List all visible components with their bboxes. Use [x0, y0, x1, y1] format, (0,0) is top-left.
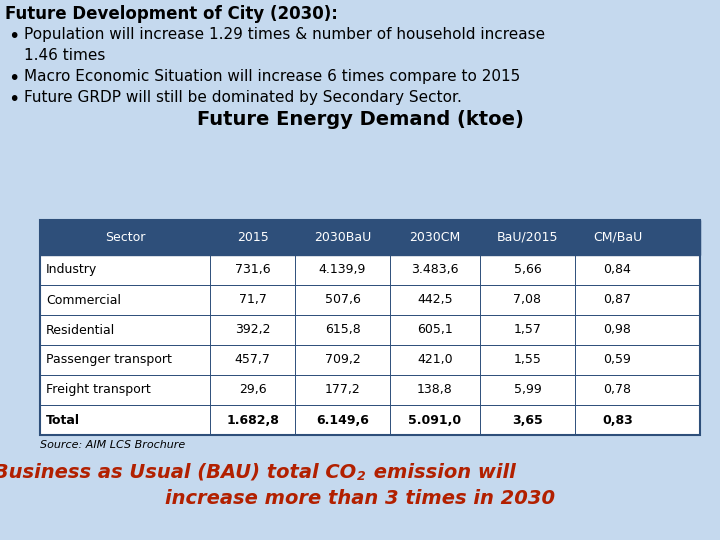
- Text: •: •: [8, 90, 19, 109]
- Bar: [40, 315, 700, 345]
- Text: •: •: [8, 27, 19, 46]
- Text: 1,57: 1,57: [513, 323, 541, 336]
- Text: Macro Economic Situation will increase 6 times compare to 2015: Macro Economic Situation will increase 6…: [24, 69, 521, 84]
- Text: Source: AIM LCS Brochure: Source: AIM LCS Brochure: [40, 440, 185, 450]
- Text: 507,6: 507,6: [325, 294, 361, 307]
- Text: 2030BaU: 2030BaU: [314, 231, 371, 244]
- Bar: [40, 405, 700, 435]
- Text: 138,8: 138,8: [417, 383, 453, 396]
- Text: 615,8: 615,8: [325, 323, 361, 336]
- Text: CM/BaU: CM/BaU: [593, 231, 642, 244]
- Text: increase more than 3 times in 2030: increase more than 3 times in 2030: [165, 489, 555, 508]
- Text: 7,08: 7,08: [513, 294, 541, 307]
- Text: emission will: emission will: [367, 462, 516, 482]
- Text: Freight transport: Freight transport: [46, 383, 150, 396]
- Text: 2030CM: 2030CM: [410, 231, 461, 244]
- Text: 1.46 times: 1.46 times: [24, 48, 105, 63]
- Bar: [40, 220, 700, 255]
- Text: Future Development of City (2030):: Future Development of City (2030):: [5, 5, 338, 23]
- Text: 457,7: 457,7: [235, 354, 271, 367]
- Text: 2015: 2015: [237, 231, 269, 244]
- Text: 6.149,6: 6.149,6: [316, 414, 369, 427]
- Text: 0,83: 0,83: [602, 414, 633, 427]
- Text: 29,6: 29,6: [239, 383, 266, 396]
- Text: 0,78: 0,78: [603, 383, 631, 396]
- Text: 0,84: 0,84: [603, 264, 631, 276]
- Text: Commercial: Commercial: [46, 294, 121, 307]
- Text: 4.139,9: 4.139,9: [319, 264, 366, 276]
- Text: Population will increase 1.29 times & number of household increase: Population will increase 1.29 times & nu…: [24, 27, 545, 42]
- Bar: [40, 345, 700, 375]
- Text: 177,2: 177,2: [325, 383, 361, 396]
- Text: Passenger transport: Passenger transport: [46, 354, 172, 367]
- Text: 2: 2: [357, 469, 366, 483]
- Text: Future GRDP will still be dominated by Secondary Sector.: Future GRDP will still be dominated by S…: [24, 90, 462, 105]
- Text: 421,0: 421,0: [417, 354, 453, 367]
- Text: Total: Total: [46, 414, 80, 427]
- Bar: [40, 285, 700, 315]
- Text: 5,66: 5,66: [513, 264, 541, 276]
- Text: Industry: Industry: [46, 264, 97, 276]
- Text: Sector: Sector: [105, 231, 145, 244]
- Text: 5.091,0: 5.091,0: [408, 414, 462, 427]
- Text: 392,2: 392,2: [235, 323, 270, 336]
- Text: BaU/2015: BaU/2015: [497, 231, 558, 244]
- Text: Residential: Residential: [46, 323, 115, 336]
- Text: 0,87: 0,87: [603, 294, 631, 307]
- Bar: [40, 375, 700, 405]
- Text: 709,2: 709,2: [325, 354, 361, 367]
- Text: 1.682,8: 1.682,8: [226, 414, 279, 427]
- Text: •: •: [8, 69, 19, 88]
- Text: 0,98: 0,98: [603, 323, 631, 336]
- Text: 0,59: 0,59: [603, 354, 631, 367]
- Text: 605,1: 605,1: [417, 323, 453, 336]
- Text: 731,6: 731,6: [235, 264, 270, 276]
- Text: 442,5: 442,5: [417, 294, 453, 307]
- Text: 1,55: 1,55: [513, 354, 541, 367]
- Text: 71,7: 71,7: [238, 294, 266, 307]
- Text: 3,65: 3,65: [512, 414, 543, 427]
- Text: 5,99: 5,99: [513, 383, 541, 396]
- Text: 3.483,6: 3.483,6: [411, 264, 459, 276]
- Bar: [40, 220, 700, 435]
- Text: In case of Business as Usual (BAU) total CO: In case of Business as Usual (BAU) total…: [0, 462, 356, 482]
- Text: Future Energy Demand (ktoe): Future Energy Demand (ktoe): [197, 110, 523, 129]
- Bar: [40, 255, 700, 285]
